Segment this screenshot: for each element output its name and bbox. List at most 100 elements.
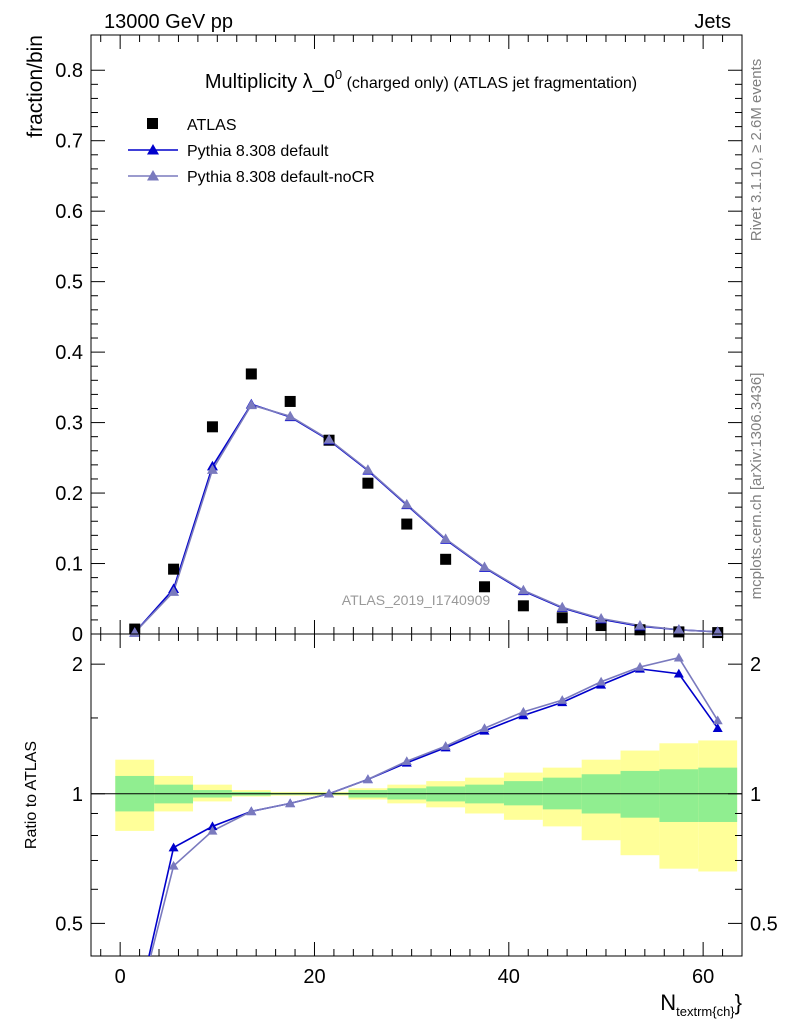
mc-data-point [401, 498, 413, 509]
rivet-label: Rivet 3.1.10, ≥ 2.6M events [748, 59, 765, 242]
analysis-label: ATLAS_2019_I1740909 [342, 592, 491, 608]
atlas-data-point [362, 477, 374, 489]
x-axis-label-tail: } [735, 990, 742, 1015]
atlas-data-point [440, 553, 452, 565]
mc-data-point [168, 586, 180, 596]
legend-label: Pythia 8.308 default [187, 143, 329, 160]
legend-marker-square [147, 118, 158, 129]
ratio-series-clipped [148, 652, 723, 956]
ratio-uncertainty-bands [115, 740, 738, 872]
x-axis-label-main: N [660, 990, 676, 1015]
mcplots-label: mcplots.cern.ch [arXiv:1306.3436] [748, 373, 765, 600]
legend-marker-triangle [147, 144, 159, 155]
atlas-data-point [206, 421, 218, 433]
ratio-data-point [518, 706, 529, 716]
mc-data-point [245, 399, 257, 410]
ratio-data-point [168, 842, 179, 852]
atlas-data-point [284, 395, 296, 407]
ratio-y-tick-label: 1 [72, 784, 83, 806]
ratio-plot-frame [90, 633, 743, 957]
main-y-tick-label: 0.8 [55, 60, 83, 82]
ratio-y-axis-label: Ratio to ATLAS [23, 741, 40, 849]
process-label: Jets [694, 11, 731, 33]
ratio-data-point [479, 723, 490, 732]
atlas-data-point [556, 612, 568, 624]
ratio-inner-band [620, 770, 660, 818]
ratio-series-line [148, 668, 719, 956]
main-y-tick-label: 0.1 [55, 554, 83, 576]
mc-data-point [206, 464, 218, 474]
energy-label: 13000 GeV pp [104, 11, 233, 33]
ratio-series-group [148, 652, 723, 956]
ratio-inner-band [503, 781, 543, 806]
mc-data-point [479, 561, 491, 572]
ratio-data-point [362, 774, 373, 784]
main-y-tick-label: 0.7 [55, 131, 83, 153]
main-y-tick-label: 0 [72, 624, 83, 646]
mc-data-point [673, 624, 685, 634]
x-axis-label: Ntextrm{ch}} [660, 990, 742, 1019]
mc-data-point [517, 584, 529, 595]
ratio-x-axis: 0 20 40 60 [100, 634, 743, 988]
mc-data-point [595, 612, 607, 623]
ratio-y-tick-label: 0.5 [55, 913, 83, 935]
ratio-data-point [596, 676, 607, 686]
main-y-tick-label: 0.2 [55, 483, 83, 505]
legend-label: ATLAS [187, 117, 237, 134]
x-tick-label: 0 [115, 966, 126, 988]
atlas-data-point [517, 600, 529, 612]
ratio-data-point [207, 821, 218, 831]
mc-data-point [284, 410, 296, 421]
x-tick-label: 60 [692, 966, 714, 988]
x-tick-label: 20 [303, 966, 325, 988]
legend-label: Pythia 8.308 default-noCR [187, 169, 375, 186]
main-y-axis-label: fraction/bin [24, 35, 47, 138]
atlas-data-point [401, 518, 413, 530]
plot-title: Multiplicity λ_00 (charged only) (ATLAS … [205, 67, 637, 93]
mc-data-point [323, 434, 335, 444]
ratio-inner-band [659, 769, 699, 822]
plot-title-main: Multiplicity λ_0 [205, 71, 335, 93]
ratio-data-point [168, 860, 179, 870]
ratio-data-point [557, 695, 568, 704]
ratio-y-tick-label-right: 0.5 [750, 913, 778, 935]
atlas-data-point [168, 563, 180, 575]
main-panel: 0 0.1 0.2 0.3 0.4 0.5 0.6 0.7 0.8 fraction/bin M… [24, 34, 743, 646]
mc-data-point [634, 620, 646, 630]
x-tick-label: 40 [498, 966, 520, 988]
ratio-data-point [207, 825, 218, 835]
ratio-inner-band [698, 767, 738, 822]
legend: ATLAS Pythia 8.308 default Pythia 8.308 de… [128, 117, 375, 186]
main-series-line [134, 404, 718, 634]
mc-data-point [362, 464, 374, 474]
mc-data-point [556, 601, 568, 612]
ratio-data-point [712, 723, 723, 732]
ratio-data-point [712, 715, 723, 725]
ratio-data-point [673, 668, 684, 678]
atlas-data-point [595, 620, 607, 632]
x-axis-label-sub: textrm{ch} [676, 1004, 735, 1019]
ratio-data-point [401, 756, 412, 765]
ratio-y-tick-label: 2 [72, 654, 83, 676]
ratio-y-tick-label-right: 1 [750, 784, 761, 806]
atlas-data-point [245, 368, 257, 380]
main-y-tick-label: 0.6 [55, 201, 83, 223]
mc-data-point [440, 533, 452, 543]
legend-marker-triangle [147, 170, 159, 181]
main-y-axis: 0 0.1 0.2 0.3 0.4 0.5 0.6 0.7 0.8 [55, 60, 742, 646]
ratio-data-point [324, 788, 335, 798]
ratio-y-axis: 0.5 0.5 1 1 2 2 [55, 654, 778, 935]
ratio-data-point [673, 652, 684, 662]
ratio-data-point [634, 661, 645, 671]
main-y-tick-label: 0.3 [55, 413, 83, 435]
plot-title-sup: 0 [335, 67, 342, 82]
ratio-panel: 0.5 0.5 1 1 2 2 0 20 40 60 Ratio to ATLAS Ntextr… [23, 633, 778, 1019]
main-y-tick-label: 0.4 [55, 342, 83, 364]
ratio-data-point [440, 741, 451, 750]
plot-title-small: (charged only) [342, 75, 449, 92]
ratio-series-line [149, 656, 719, 956]
ratio-data-point [285, 798, 296, 808]
ratio-y-tick-label-right: 2 [750, 654, 761, 676]
main-series-group [129, 368, 724, 639]
